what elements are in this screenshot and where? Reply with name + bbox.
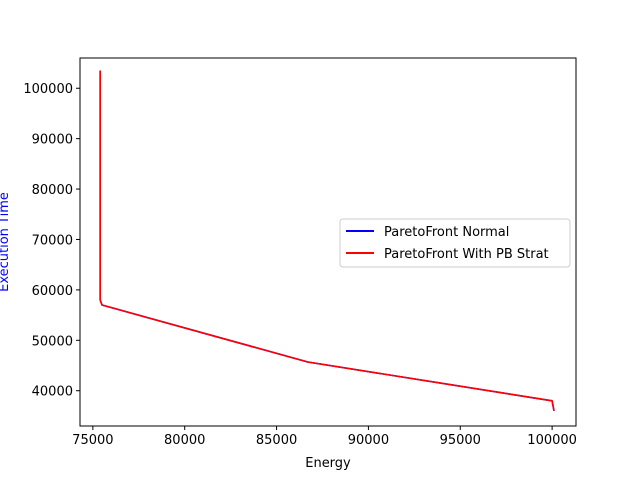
y-axis-ticks: 40000 50000 60000 70000 80000 90000 100000 [23, 82, 80, 400]
legend: ParetoFront Normal ParetoFront With PB S… [339, 218, 571, 268]
y-tick-label: 90000 [32, 133, 73, 148]
y-tick-label: 60000 [32, 284, 73, 299]
axes-frame [79, 57, 577, 427]
x-tick-label: 75000 [72, 433, 113, 448]
series-layer [99, 70, 555, 412]
x-tick-label: 95000 [440, 433, 481, 448]
legend-label-normal: ParetoFront Normal [384, 225, 509, 240]
y-tick-label: 40000 [32, 385, 73, 400]
y-tick-label: 100000 [23, 82, 73, 97]
legend-frame [339, 218, 571, 268]
x-tick-label: 80000 [164, 433, 205, 448]
x-tick-label: 100000 [527, 433, 577, 448]
y-tick-label: 80000 [32, 183, 73, 198]
axes-layer [79, 57, 577, 427]
y-axis-label: Execution Time [0, 192, 12, 292]
x-axis-ticks: 75000 80000 85000 90000 95000 100000 [72, 426, 577, 448]
x-tick-label: 85000 [256, 433, 297, 448]
legend-label-pb-strat: ParetoFront With PB Strat [384, 247, 549, 262]
x-tick-label: 90000 [348, 433, 389, 448]
x-axis-label: Energy [305, 456, 351, 471]
series-line-pb-strat [99, 70, 555, 412]
y-tick-label: 50000 [32, 334, 73, 349]
y-tick-label: 70000 [32, 233, 73, 248]
